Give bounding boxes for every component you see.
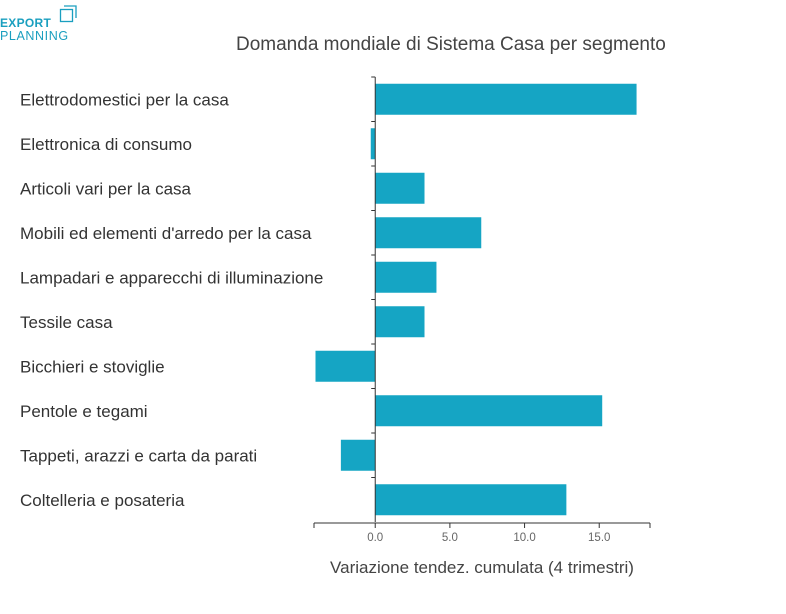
chart-title: Domanda mondiale di Sistema Casa per seg… (236, 34, 666, 55)
category-label: Elettrodomestici per la casa (20, 90, 229, 109)
bar (375, 172, 425, 204)
bar (375, 261, 437, 293)
bar (340, 439, 376, 471)
x-axis-ticks: 0.0 5.0 10.0 15.0 (313, 76, 651, 544)
export-planning-logo-icon (59, 5, 77, 23)
category-label: Pentole e tegami (20, 402, 148, 421)
logo: EXPORT PLANNING (0, 2, 90, 46)
category-label: Coltelleria e posateria (20, 491, 185, 510)
category-labels: Elettrodomestici per la casa Elettronica … (20, 90, 323, 510)
x-tick-label: 15.0 (588, 532, 610, 544)
bar (375, 306, 425, 338)
x-tick-label: 0.0 (367, 532, 383, 544)
category-label: Tappeti, arazzi e carta da parati (20, 446, 257, 465)
bar (370, 128, 376, 160)
logo-bottom-text: PLANNING (0, 29, 69, 43)
category-label: Mobili ed elementi d'arredo per la casa (20, 224, 312, 243)
bar (375, 395, 603, 427)
category-label: Articoli vari per la casa (20, 179, 192, 198)
bar (315, 350, 376, 382)
x-tick-label: 5.0 (442, 532, 458, 544)
category-label: Lampadari e apparecchi di illuminazione (20, 268, 323, 287)
x-tick-label: 10.0 (513, 532, 535, 544)
bar (375, 484, 567, 516)
bar (375, 83, 637, 115)
x-axis-label: Variazione tendez. cumulata (4 trimestri… (330, 558, 634, 577)
category-label: Tessile casa (20, 313, 113, 332)
category-label: Elettronica di consumo (20, 135, 192, 154)
bar (375, 217, 482, 249)
category-label: Bicchieri e stoviglie (20, 357, 165, 376)
bars (315, 83, 637, 516)
logo-top-text: EXPORT (0, 16, 52, 30)
